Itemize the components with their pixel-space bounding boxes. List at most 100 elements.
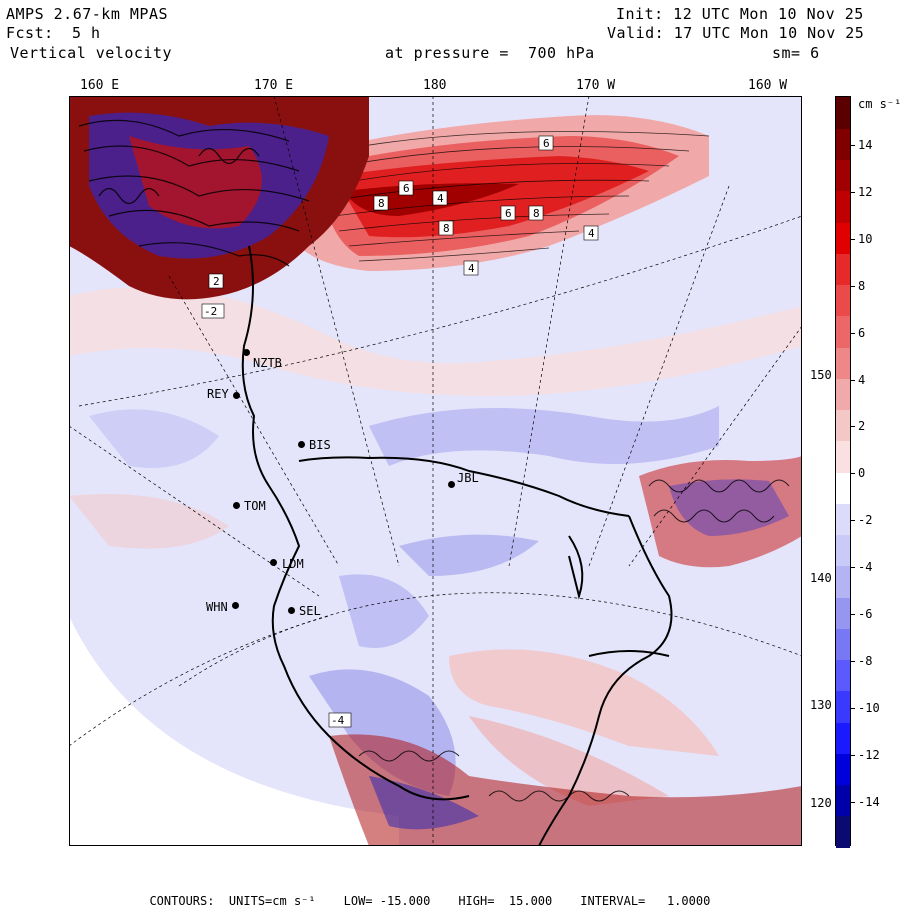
station-label: TOM <box>244 499 266 513</box>
station-marker <box>233 502 240 509</box>
colorbar-label: -6 <box>858 607 873 621</box>
colorbar-label: -4 <box>858 560 873 575</box>
colorbar-label: -10 <box>858 700 880 715</box>
contour-box-label: 6 <box>398 180 414 196</box>
lon-label: 160 E <box>80 78 120 93</box>
colorbar-label: -14 <box>858 794 880 809</box>
svg-text:-2: -2 <box>204 305 217 318</box>
forecast-label: Fcst: <box>6 24 54 42</box>
contour-box-label: 4 <box>583 225 599 241</box>
colorbar-segment <box>836 722 850 754</box>
colorbar-segment <box>836 503 850 535</box>
contour-box-label: 4 <box>463 260 479 276</box>
colorbar-segment <box>836 597 850 629</box>
colorbar-segment <box>836 753 850 785</box>
colorbar-segment <box>836 659 850 692</box>
colorbar-tick <box>851 754 855 756</box>
station-marker <box>233 392 240 399</box>
pink-swath <box>69 287 802 396</box>
terrain-noise <box>369 776 479 830</box>
terrain-contours <box>78 119 310 267</box>
station-label: NZTB <box>253 356 282 370</box>
colorbar-segment <box>836 534 850 567</box>
station-label: WHN <box>206 600 228 614</box>
colorbar-segment <box>836 409 850 442</box>
terrain-noise <box>639 456 802 568</box>
colorbar-tick <box>851 473 855 475</box>
blue-patch <box>89 409 219 468</box>
colorbar-tick <box>851 285 855 287</box>
station-label: SEL <box>299 604 321 618</box>
colorbar-segment <box>836 253 850 285</box>
lon-label: 170 E <box>254 78 294 93</box>
contour-units: CONTOURS: UNITS=cm s⁻¹ <box>149 894 316 908</box>
colorbar-label: -2 <box>858 513 873 528</box>
colorbar-segment <box>836 628 850 660</box>
colorbar-segment <box>836 815 850 848</box>
station-label: LDM <box>282 557 304 571</box>
pink-swath <box>449 649 719 756</box>
svg-text:6: 6 <box>543 137 550 150</box>
station-marker <box>448 481 455 488</box>
blue-patch <box>339 574 429 648</box>
svg-text:4: 4 <box>588 227 595 240</box>
station-label: JBL <box>457 471 479 485</box>
colorbar-segment <box>836 128 850 160</box>
colorbar-tick <box>851 379 855 381</box>
contour-box-label: 2 <box>208 273 224 289</box>
contour-box-label: 6 <box>538 135 554 151</box>
terrain-contours <box>358 750 630 802</box>
colorbar-label: 6 <box>858 325 866 340</box>
contour-interval: INTERVAL= 1.0000 <box>580 894 711 908</box>
colorbar-segment <box>836 222 850 254</box>
colorbar-segment <box>836 284 850 317</box>
colorbar-segment <box>836 315 850 348</box>
pressure-level: at pressure = 700 hPa <box>385 44 595 62</box>
off-domain-area <box>69 616 399 846</box>
colorbar-tick <box>851 707 855 709</box>
contour-box-label: 8 <box>528 205 544 221</box>
lon-label: 180 <box>423 78 447 93</box>
contour-box-label: -2 <box>201 303 225 319</box>
map-border <box>69 96 802 846</box>
terrain-noise <box>669 479 789 536</box>
colorbar-label: 10 <box>858 231 873 246</box>
colorbar-label: 4 <box>858 372 866 387</box>
svg-text:8: 8 <box>378 197 385 210</box>
colorbar-tick <box>851 567 855 569</box>
colorbar-segment <box>836 472 850 504</box>
colorbar-label: -12 <box>858 747 880 762</box>
colorbar-segment <box>836 190 850 223</box>
vertical-velocity-map: 4 6 8 4 6 8 6 8 4 2 -2 -4 <box>69 96 802 846</box>
station-marker <box>270 559 277 566</box>
contour-labels: 4 6 8 4 6 8 6 8 4 2 -2 -4 <box>201 135 599 728</box>
colorbar <box>835 96 851 848</box>
lon-label: 170 W <box>576 78 616 93</box>
colorbar-tick <box>851 520 855 522</box>
svg-text:8: 8 <box>533 207 540 220</box>
colorbar-segment <box>836 347 850 379</box>
colorbar-segment <box>836 378 850 410</box>
footer-contours: CONTOURS: UNITS=cm s⁻¹ LOW= -15.000 HIGH= … <box>135 880 738 908</box>
station-label: REY <box>207 387 229 401</box>
colorbar-label: 0 <box>858 466 866 481</box>
colorbar-tick <box>851 238 855 240</box>
smoothing: sm= 6 <box>772 44 820 62</box>
colorbar-segment <box>836 97 850 129</box>
colorbar-tick <box>851 191 855 193</box>
coastline <box>241 245 673 846</box>
svg-text:4: 4 <box>437 192 444 205</box>
contour-box-label: 6 <box>500 205 516 221</box>
station-marker <box>288 607 295 614</box>
colorbar-segment <box>836 159 850 192</box>
model-title: AMPS 2.67-km MPAS <box>6 5 169 23</box>
colorbar-label: 14 <box>858 138 873 152</box>
colorbar-label: 12 <box>858 184 873 199</box>
colorbar-tick <box>851 801 855 803</box>
updraft-core <box>334 156 649 238</box>
lon-label: 160 W <box>748 78 788 93</box>
contour-low: LOW= -15.000 <box>343 894 431 908</box>
colorbar-segment <box>836 440 850 473</box>
svg-text:4: 4 <box>468 262 475 275</box>
colorbar-label: -8 <box>858 653 873 668</box>
